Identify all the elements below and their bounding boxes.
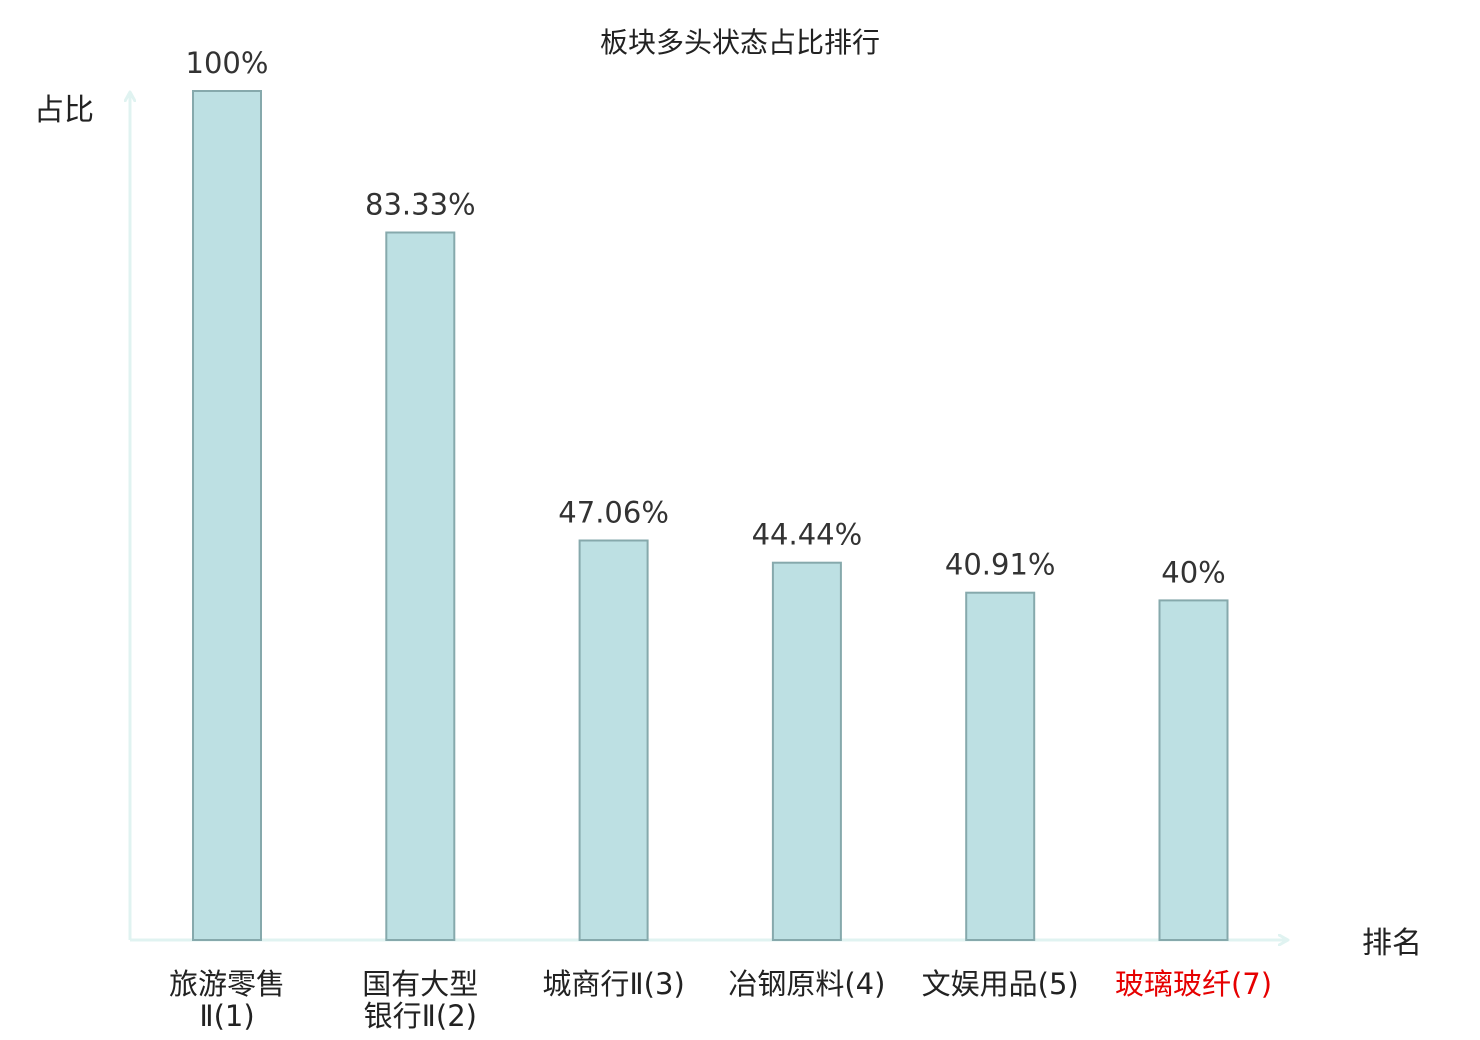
bar-1 [192, 90, 262, 941]
category-labels-layer: 旅游零售 Ⅱ(1) 国有大型银行Ⅱ(2) 城商行Ⅱ(3) 冶钢原料(4) 文娱用品(5) 玻… [169, 967, 1272, 1033]
category-label-1: 旅游零售 Ⅱ(1) [169, 967, 285, 1033]
bar-6 [1158, 599, 1229, 942]
value-label-4: 44.44% [752, 518, 863, 552]
bar-2 [385, 231, 456, 941]
category-label-6: 玻璃玻纤(7) [1115, 967, 1272, 1001]
x-axis-label: 排名 [1362, 926, 1422, 961]
value-label-1: 100% [186, 46, 269, 80]
bar-4 [771, 561, 842, 941]
category-label-2: 国有大型银行Ⅱ(2) [362, 967, 478, 1033]
category-label-5: 文娱用品(5) [922, 967, 1079, 1001]
value-label-3: 47.06% [558, 496, 669, 530]
value-labels-layer: 100% 83.33% 47.06% 44.44% 40.91% 40% [186, 46, 1226, 589]
bars-layer [192, 90, 1229, 942]
category-label-4: 冶钢原料(4) [728, 967, 885, 1001]
value-label-5: 40.91% [945, 548, 1056, 582]
bar-5 [965, 591, 1036, 941]
bar-3 [578, 539, 649, 941]
value-label-6: 40% [1161, 555, 1225, 589]
category-label-3: 城商行Ⅱ(3) [542, 967, 684, 1001]
chart-title: 板块多头状态占比排行 [600, 26, 880, 59]
y-axis-label: 占比 [34, 93, 94, 128]
value-label-2: 83.33% [365, 188, 476, 222]
